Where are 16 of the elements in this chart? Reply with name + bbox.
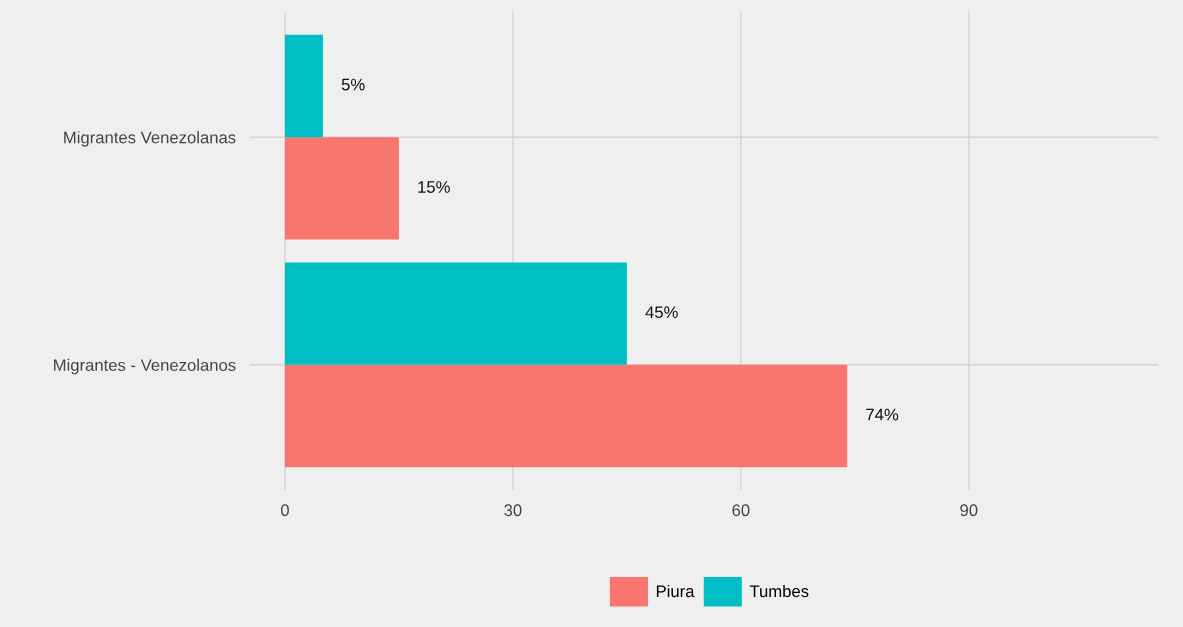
- bar: [284, 262, 627, 365]
- data-label: 5%: [341, 78, 365, 91]
- data-label: 45%: [645, 306, 678, 319]
- bar: [284, 34, 323, 138]
- legend-label: Tumbes: [749, 584, 809, 598]
- y-tick-label: Migrantes - Venezolanos: [54, 358, 236, 375]
- legend-label: Piura: [656, 584, 695, 598]
- bar: [284, 364, 848, 468]
- bar: [284, 137, 399, 240]
- x-tick-label: 30: [504, 504, 522, 517]
- data-label: 74%: [866, 408, 899, 421]
- x-tick-label: 90: [960, 504, 978, 517]
- x-tick-label: 0: [280, 504, 289, 517]
- data-label: 15%: [418, 181, 450, 193]
- x-tick-label: 60: [732, 504, 750, 517]
- y-tick-label: Migrantes Venezolanas: [64, 131, 236, 147]
